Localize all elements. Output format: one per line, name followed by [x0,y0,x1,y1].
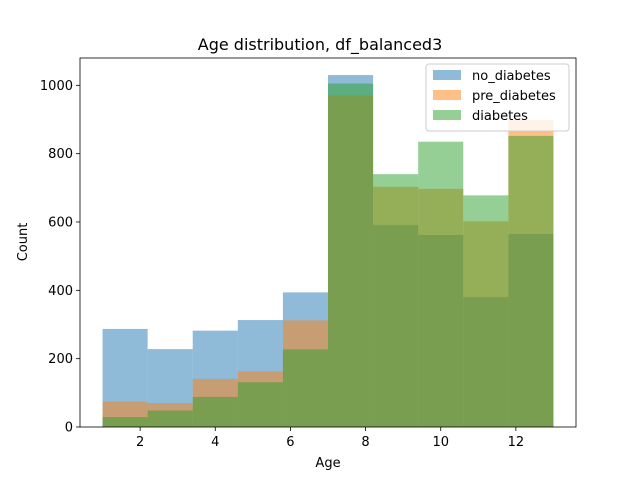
bar-diabetes-1 [147,410,193,427]
bar-diabetes-7 [418,141,464,428]
legend-swatch-pre_diabetes [433,90,461,100]
x-tick-label: 10 [432,435,449,450]
legend: no_diabetes pre_diabetes diabetes [425,63,570,132]
x-tick-label: 2 [136,435,144,450]
chart-title: Age distribution, df_balanced3 [198,35,443,55]
bars-group [102,75,554,428]
bar-diabetes-5 [328,83,374,427]
bar-diabetes-0 [102,417,148,427]
x-axis-ticks: 2 4 6 8 10 12 [136,427,524,450]
y-axis-ticks: 0 200 400 600 800 1000 [40,79,80,436]
legend-swatch-diabetes [433,110,461,120]
plot-frame [79,57,577,428]
x-tick-label: 4 [211,435,219,450]
bar-diabetes-8 [463,195,509,427]
y-tick-label: 0 [65,421,73,436]
legend-frame [425,63,570,132]
x-tick-label: 8 [361,435,369,450]
y-tick-label: 400 [48,284,73,299]
bar-diabetes-4 [282,349,328,427]
y-tick-label: 1000 [40,79,73,94]
bar-diabetes-9 [508,135,554,427]
y-tick-label: 200 [48,352,73,367]
legend-label-diabetes: diabetes [472,109,528,124]
x-tick-label: 12 [508,435,525,450]
bar-diabetes-2 [192,396,238,427]
legend-label-pre_diabetes: pre_diabetes [472,89,556,104]
x-tick-label: 6 [286,435,294,450]
legend-swatch-no_diabetes [433,70,461,80]
bar-diabetes-3 [237,382,283,427]
x-axis-label: Age [315,456,340,471]
legend-label-no_diabetes: no_diabetes [472,69,551,84]
y-tick-label: 600 [48,216,73,231]
y-tick-label: 800 [48,147,73,162]
bar-diabetes-6 [373,174,419,427]
y-axis-label: Count [16,223,31,262]
